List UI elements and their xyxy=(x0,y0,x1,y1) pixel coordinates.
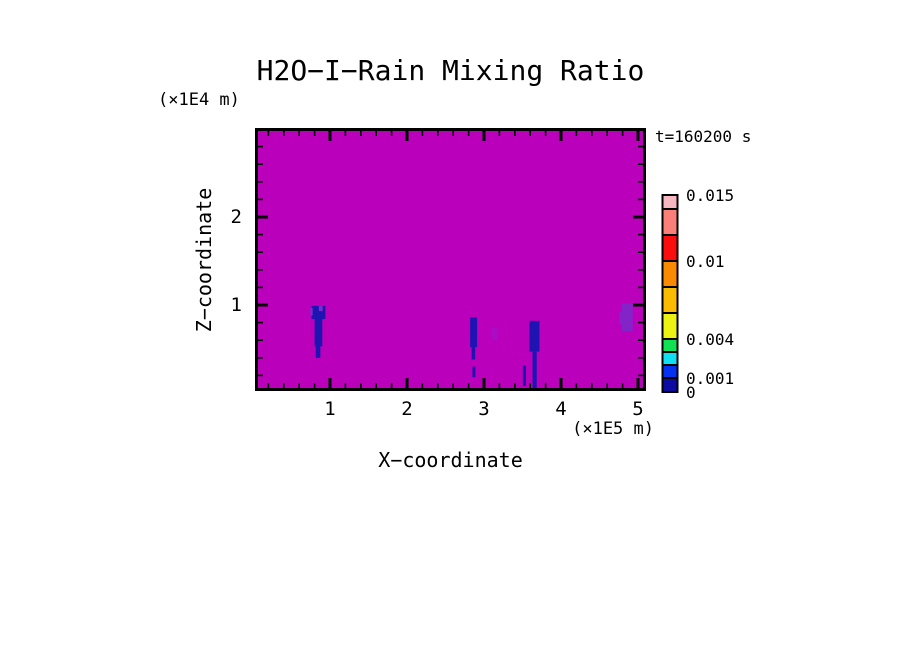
x-tick-label-1: 1 xyxy=(324,398,336,420)
colorbar-segment-0 xyxy=(661,194,679,210)
y-axis-title: Z−coordinate xyxy=(192,187,216,333)
rain-streak-3 xyxy=(532,351,537,388)
rain-streak-3 xyxy=(529,320,540,352)
y-tick-label-2: 2 xyxy=(230,206,242,228)
time-annotation: t=160200 s xyxy=(655,127,752,146)
rain-streak-1-fringe xyxy=(318,305,323,312)
colorbar-segment-2 xyxy=(661,234,679,262)
colorbar-segment-1 xyxy=(661,208,679,236)
rain-streak-1 xyxy=(314,317,323,347)
heatmap-field xyxy=(258,131,643,388)
colorbar xyxy=(661,194,679,398)
rain-streak-1 xyxy=(311,305,326,320)
y-tick-label-1: 1 xyxy=(230,294,242,316)
x-axis-title: X−coordinate xyxy=(378,448,523,472)
rain-streak-1-fringe xyxy=(310,308,313,316)
chart-title: H2O−I−Rain Mixing Ratio xyxy=(256,54,645,87)
colorbar-label-0.01: 0.01 xyxy=(686,252,725,271)
rain-streak-2 xyxy=(470,317,478,348)
y-axis-units-label: (×1E4 m) xyxy=(158,90,240,110)
colorbar-swatches xyxy=(661,194,679,393)
rain-streak-3 xyxy=(522,365,526,386)
colorbar-segment-9 xyxy=(661,377,679,393)
rain-streak-2 xyxy=(471,347,476,360)
x-tick-label-3: 3 xyxy=(478,398,490,420)
violet-patch-right xyxy=(621,303,633,332)
colorbar-segment-8 xyxy=(661,364,679,379)
violet-patch-right xyxy=(619,312,623,325)
colorbar-segment-5 xyxy=(661,312,679,340)
field-background xyxy=(258,131,643,388)
colorbar-segment-4 xyxy=(661,286,679,314)
plot-area xyxy=(255,128,646,391)
rain-streak-1 xyxy=(315,345,321,358)
colorbar-label-0.015: 0.015 xyxy=(686,186,735,205)
colorbar-segment-3 xyxy=(661,260,679,288)
x-tick-label-5: 5 xyxy=(632,398,644,420)
x-tick-label-4: 4 xyxy=(555,398,567,420)
colorbar-label-0.001: 0.001 xyxy=(686,369,735,388)
colorbar-segment-6 xyxy=(661,338,679,353)
colorbar-label-0.004: 0.004 xyxy=(686,330,735,349)
colorbar-segment-7 xyxy=(661,351,679,366)
x-tick-label-2: 2 xyxy=(401,398,413,420)
x-axis-units-label: (×1E5 m) xyxy=(572,419,654,439)
faint-patch-center xyxy=(490,327,498,341)
rain-streak-2 xyxy=(472,366,476,378)
colorbar-label-0: 0 xyxy=(686,383,696,402)
